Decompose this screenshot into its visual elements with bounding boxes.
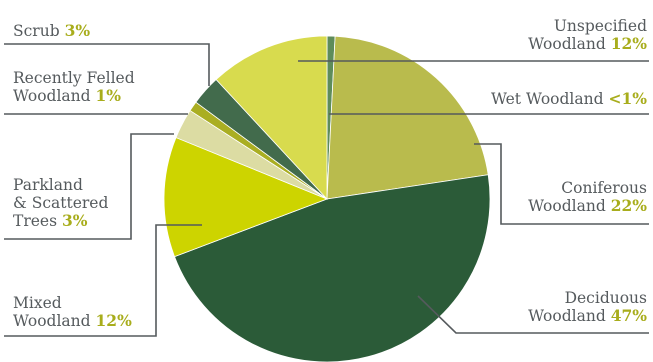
label-scrub: Scrub 3%: [13, 22, 90, 40]
label-felled-line1: Recently Felled: [13, 69, 135, 87]
label-felled-percent: 1%: [96, 86, 122, 105]
label-wet-percent: <1%: [608, 89, 647, 108]
label-parkland-line1: Parkland: [13, 176, 108, 194]
label-coniferous-percent: 22%: [611, 196, 647, 215]
label-unspecified: Unspecified Woodland 12%: [528, 17, 647, 53]
label-scrub-percent: 3%: [65, 21, 91, 40]
label-mixed-percent: 12%: [96, 311, 132, 330]
label-deciduous-line2: Woodland: [528, 307, 606, 325]
pie-slices: [164, 36, 490, 362]
label-mixed: Mixed Woodland 12%: [13, 294, 132, 330]
label-unspecified-line1: Unspecified: [528, 17, 647, 35]
label-unspecified-line2: Woodland: [528, 35, 606, 53]
label-deciduous-line1: Deciduous: [528, 289, 647, 307]
label-felled: Recently Felled Woodland 1%: [13, 69, 135, 105]
label-wet-name: Wet Woodland: [491, 90, 604, 108]
label-parkland-percent: 3%: [62, 211, 88, 230]
label-mixed-line2: Woodland: [13, 312, 91, 330]
label-coniferous: Coniferous Woodland 22%: [528, 179, 647, 215]
label-coniferous-line2: Woodland: [528, 197, 606, 215]
label-parkland: Parkland & Scattered Trees 3%: [13, 176, 108, 230]
label-felled-line2: Woodland: [13, 87, 91, 105]
label-wet: Wet Woodland <1%: [491, 90, 647, 108]
label-unspecified-percent: 12%: [611, 34, 647, 53]
label-deciduous-percent: 47%: [611, 306, 647, 325]
label-coniferous-line1: Coniferous: [528, 179, 647, 197]
label-deciduous: Deciduous Woodland 47%: [528, 289, 647, 325]
label-parkland-line3: Trees: [13, 212, 57, 230]
label-parkland-line2: & Scattered: [13, 194, 108, 212]
label-mixed-line1: Mixed: [13, 294, 132, 312]
label-scrub-name: Scrub: [13, 22, 60, 40]
